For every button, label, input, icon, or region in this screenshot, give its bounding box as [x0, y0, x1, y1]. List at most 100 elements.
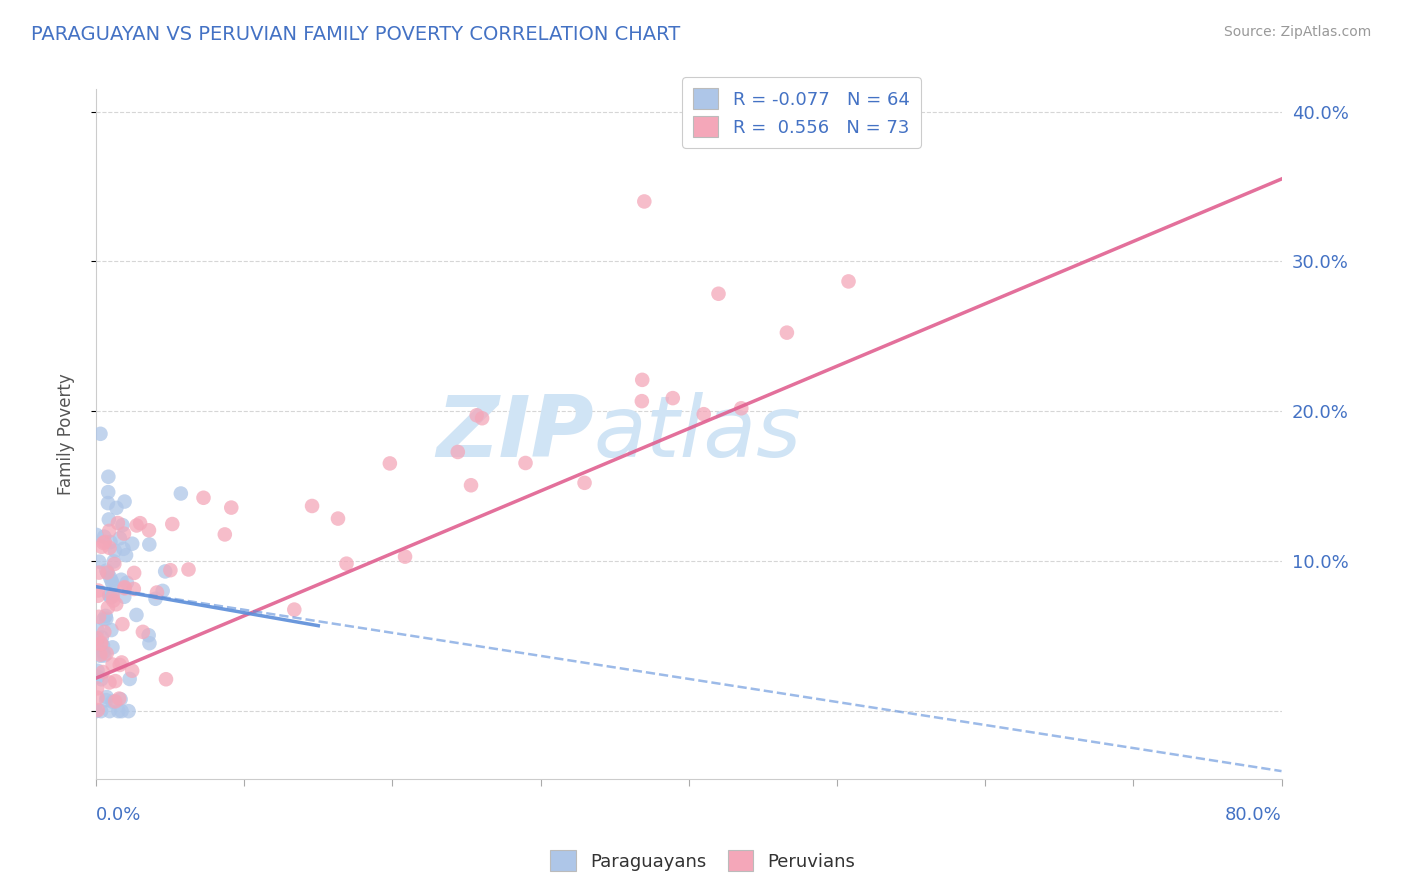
Point [87, 609, 110, 624]
Point [838, 274, 860, 288]
Point [93, 648, 115, 663]
Point [101, 589, 124, 603]
Point [104, 694, 127, 708]
Point [138, 537, 160, 551]
Point [111, 518, 134, 533]
Point [103, 557, 125, 571]
Point [91, 536, 114, 550]
Point [87, 566, 110, 580]
Point [97, 512, 120, 526]
Text: ZIP: ZIP [436, 392, 593, 475]
Text: atlas: atlas [593, 392, 801, 475]
Point [91, 665, 114, 679]
Point [93, 625, 115, 640]
Point [108, 531, 131, 545]
Point [84, 704, 107, 718]
Point [730, 401, 752, 416]
Point [125, 607, 148, 622]
Point [121, 664, 143, 678]
Text: Source: ZipAtlas.com: Source: ZipAtlas.com [1223, 25, 1371, 39]
Point [471, 411, 494, 425]
Point [107, 516, 129, 530]
Point [91, 639, 114, 653]
Point [90, 704, 112, 718]
Point [129, 516, 152, 531]
Point [105, 597, 128, 611]
Point [776, 326, 799, 340]
Point [114, 581, 136, 595]
Point [98, 589, 121, 603]
Point [98, 675, 121, 690]
Point [90, 631, 112, 645]
Point [301, 499, 323, 513]
Point [378, 457, 401, 471]
Point [100, 591, 122, 605]
Point [112, 590, 135, 604]
Point [103, 593, 125, 607]
Point [326, 511, 349, 525]
Legend: Paraguayans, Peruvians: Paraguayans, Peruvians [543, 843, 863, 879]
Point [138, 523, 160, 537]
Point [125, 518, 148, 533]
Point [114, 494, 136, 508]
Point [162, 516, 184, 531]
Point [283, 602, 305, 616]
Point [152, 583, 174, 598]
Point [335, 557, 357, 571]
Point [111, 617, 134, 632]
Point [145, 591, 167, 606]
Point [146, 585, 169, 599]
Point [159, 563, 181, 577]
Point [115, 575, 138, 590]
Point [86, 690, 108, 705]
Point [98, 524, 121, 538]
Point [465, 409, 488, 423]
Point [122, 566, 145, 580]
Point [86, 664, 108, 678]
Point [447, 445, 470, 459]
Point [108, 691, 131, 706]
Point [87, 703, 110, 717]
Point [219, 500, 242, 515]
Point [90, 672, 112, 686]
Point [89, 637, 111, 651]
Point [96, 690, 118, 704]
Point [177, 562, 200, 576]
Point [117, 704, 139, 718]
Point [94, 693, 117, 707]
Point [193, 491, 215, 505]
Point [98, 541, 121, 555]
Point [96, 566, 118, 580]
Point [132, 624, 155, 639]
Point [97, 469, 120, 483]
Point [97, 600, 120, 615]
Point [155, 672, 177, 686]
Point [96, 564, 118, 578]
Point [101, 576, 124, 591]
Point [114, 580, 136, 594]
Point [138, 636, 160, 650]
Point [86, 632, 108, 646]
Point [112, 541, 135, 556]
Point [98, 588, 121, 602]
Point [96, 647, 118, 661]
Point [111, 656, 134, 670]
Point [121, 537, 143, 551]
Point [104, 543, 127, 558]
Point [662, 391, 685, 405]
Point [97, 496, 120, 510]
Point [91, 645, 114, 659]
Point [94, 535, 117, 549]
Point [153, 565, 176, 579]
Point [110, 573, 132, 587]
Point [86, 623, 108, 637]
Point [96, 612, 118, 626]
Point [87, 583, 110, 598]
Point [89, 555, 111, 569]
Point [707, 286, 730, 301]
Point [93, 530, 115, 544]
Point [574, 475, 596, 490]
Point [108, 657, 131, 672]
Point [100, 535, 122, 549]
Point [98, 704, 121, 718]
